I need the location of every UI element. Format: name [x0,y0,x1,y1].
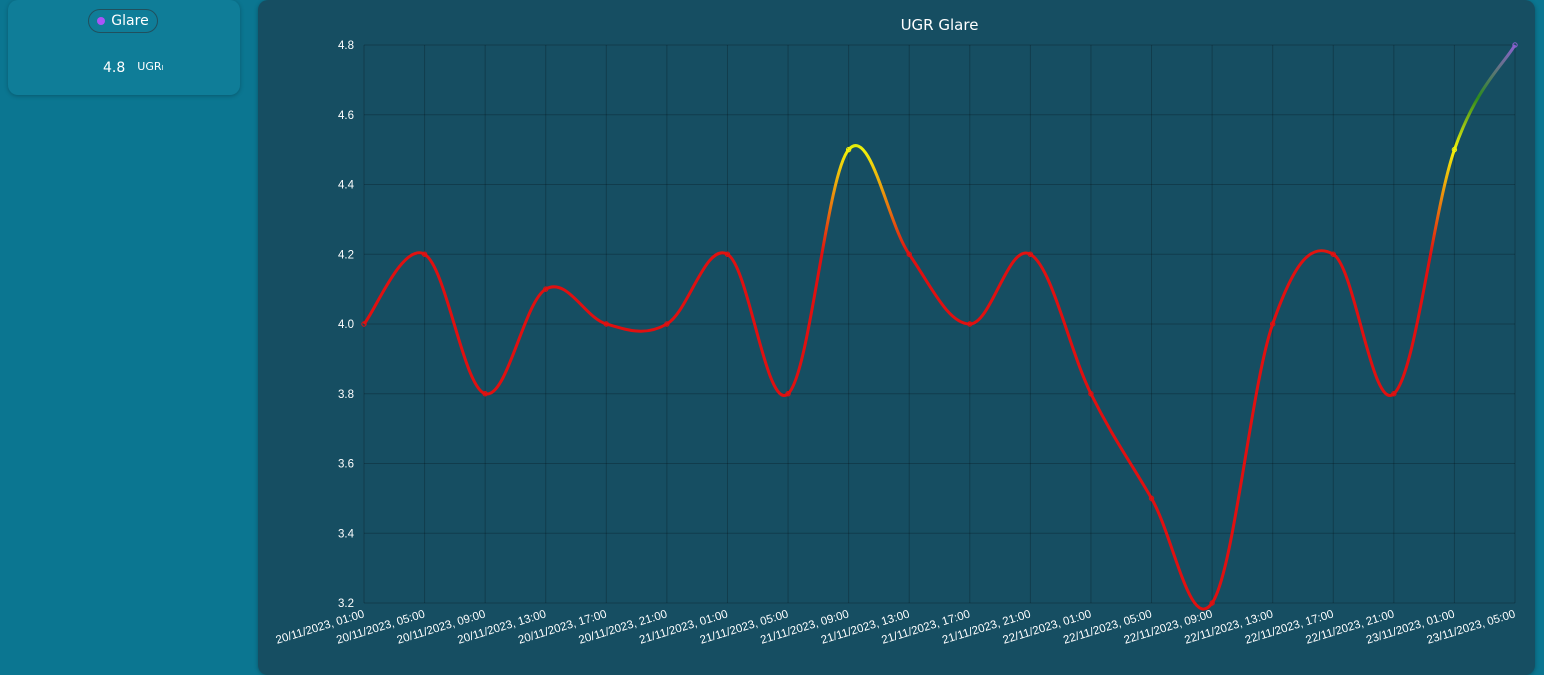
y-tick-label: 3.4 [338,528,355,540]
glare-chip[interactable]: Glare [88,9,158,33]
data-point[interactable] [1451,146,1458,153]
data-point[interactable] [421,251,428,257]
y-tick-label: 4.0 [338,319,354,331]
data-point[interactable] [664,321,670,327]
data-point[interactable] [1088,391,1094,397]
glare-chart: UGR Glare 3.2 3.4 3.6 3.8 4.0 4.2 4.4 4.6 4.8 20… [275,16,1518,647]
sensor-value: 4.8 [103,60,126,76]
data-point[interactable] [845,146,852,153]
data-point[interactable] [1269,321,1276,327]
data-point[interactable] [482,391,488,397]
data-point[interactable] [967,321,973,327]
data-point[interactable] [1148,495,1155,502]
chip-label: Glare [111,13,149,29]
data-point[interactable] [906,251,912,257]
y-tick-label: 3.8 [338,389,354,401]
data-point[interactable] [1027,251,1034,257]
series-layer [362,44,1517,611]
sensor-unit: UGRₗ [137,60,164,73]
data-point[interactable] [1209,600,1215,606]
sensor-reading: 4.8 UGRₗ [103,60,163,76]
y-axis: 3.2 3.4 3.6 3.8 4.0 4.2 4.4 4.6 4.8 [338,40,355,610]
data-point[interactable] [785,391,791,397]
points-layer [361,42,1518,606]
grid-layer [363,44,1516,604]
y-tick-label: 3.2 [338,598,354,610]
data-point[interactable] [1391,391,1397,397]
data-point[interactable] [361,321,367,327]
y-tick-label: 3.6 [338,459,354,471]
data-point[interactable] [603,321,610,327]
data-point[interactable] [543,286,549,292]
sensor-card[interactable]: Glare 4.8 UGRₗ [8,0,240,95]
chart-card: UGR Glare 3.2 3.4 3.6 3.8 4.0 4.2 4.4 4.6 4.8 20… [258,0,1535,675]
data-point[interactable] [1512,42,1518,48]
y-tick-label: 4.8 [338,40,354,52]
y-tick-label: 4.4 [338,180,355,192]
series-line-glare [362,44,1517,611]
status-dot-icon [97,17,106,25]
data-point[interactable] [1330,251,1336,257]
chart-title: UGR Glare [901,16,979,34]
y-tick-label: 4.2 [338,249,354,261]
y-tick-label: 4.6 [338,110,354,122]
data-point[interactable] [724,251,731,257]
